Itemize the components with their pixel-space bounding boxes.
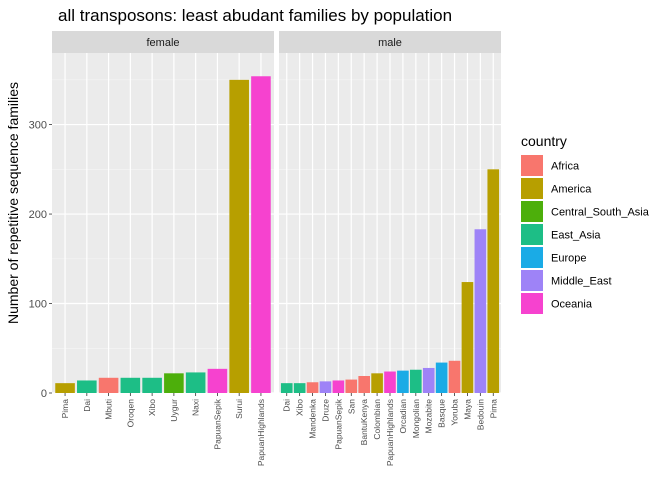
bar-Oroqen [120, 377, 141, 393]
x-tick-label: PapuanHighlands [385, 399, 395, 466]
x-tick-label: Pima [60, 399, 70, 419]
legend-title: country [521, 133, 567, 149]
legend-label-Africa: Africa [551, 161, 580, 173]
bar-Dai [280, 383, 293, 393]
y-tick-label: 300 [29, 120, 47, 132]
x-tick-label: Naxi [191, 399, 201, 416]
legend-key-East_Asia [521, 224, 543, 245]
x-tick-label: BantuKenya [359, 399, 369, 446]
bar-PapuanHighlands [251, 76, 271, 394]
y-tick-label: 100 [29, 299, 47, 311]
bar-Basque [435, 362, 448, 393]
bar-San [345, 379, 358, 393]
legend-key-Europe [521, 247, 543, 268]
legend-key-Middle_East [521, 270, 543, 291]
bar-PapuanSepik [207, 368, 228, 393]
bar-Dai [77, 380, 97, 393]
x-tick-label: PapuanHighlands [256, 399, 266, 466]
y-tick-label: 0 [41, 388, 47, 400]
x-tick-label: Mbuti [104, 399, 114, 420]
x-tick-label: PapuanSepik [333, 398, 343, 449]
x-tick-label: Mongolian [411, 399, 421, 438]
strip-label-male: male [378, 37, 402, 49]
x-tick-label: Xibo [295, 399, 305, 416]
x-tick-label: Dai [82, 399, 92, 412]
bar-Mandenka [306, 382, 319, 393]
x-tick-label: Pima [488, 399, 498, 419]
x-tick-label: Oroqen [125, 399, 135, 428]
legend-key-America [521, 178, 543, 199]
x-tick-label: Bedouin [475, 399, 485, 430]
legend-label-East_Asia: East_Asia [551, 230, 601, 242]
x-tick-label: Dai [282, 399, 292, 412]
bar-Bedouin [474, 229, 487, 393]
bar-Surui [229, 79, 249, 393]
bar-Xibo [142, 377, 162, 393]
bar-Yoruba [448, 360, 461, 393]
bar-Mongolian [410, 369, 422, 393]
strip-label-female: female [146, 37, 179, 49]
bar-Druze [319, 381, 332, 393]
x-tick-label: San [346, 399, 356, 414]
legend-label-Middle_East: Middle_East [551, 276, 612, 288]
x-tick-label: Orcadian [398, 399, 408, 434]
x-tick-label: Colombian [372, 399, 382, 440]
legend-key-Central_South_Asia [521, 201, 543, 222]
bar-Orcadian [397, 370, 409, 393]
bar-Maya [461, 282, 474, 393]
legend-label-Oceania: Oceania [551, 299, 593, 311]
x-tick-label: Uygur [169, 399, 179, 422]
bar-Pima [487, 169, 500, 393]
x-tick-label: Surui [234, 399, 244, 419]
legend-key-Africa [521, 155, 543, 176]
x-tick-label: Maya [462, 399, 472, 420]
bar-PapuanHighlands [384, 371, 396, 393]
x-tick-label: Mandenka [308, 399, 318, 439]
y-axis-title: Number of repetitive sequence families [5, 82, 21, 324]
chart-title: all transposons: least abudant families … [58, 6, 452, 25]
strip-background [279, 31, 501, 53]
strip-background [52, 31, 274, 53]
legend-label-Europe: Europe [551, 253, 586, 265]
x-tick-label: Basque [437, 399, 447, 428]
panel-female: female Pima Dai Mbuti Oroqen Xibo Uygur Naxi Pap… [29, 31, 274, 466]
bar-Mozabite [422, 367, 435, 393]
legend-label-America: America [551, 184, 592, 196]
legend-key-Oceania [521, 293, 543, 314]
y-tick-label: 200 [29, 209, 47, 221]
bar-Pima [55, 383, 75, 393]
x-tick-label: Mozabite [424, 399, 434, 434]
legend: country Africa America Central_South_Asia E… [521, 133, 650, 314]
x-tick-label: PapuanSepik [212, 398, 222, 449]
bar-BantuKenya [358, 376, 370, 393]
bar-Mbuti [98, 377, 119, 393]
x-tick-label: Yoruba [450, 399, 460, 426]
bar-Naxi [185, 372, 206, 393]
x-tick-label: Druze [320, 399, 330, 422]
x-tick-label: Xibo [147, 399, 157, 416]
bar-Xibo [293, 383, 306, 393]
legend-label-Central_South_Asia: Central_South_Asia [551, 207, 650, 219]
bar-Uygur [164, 373, 184, 393]
facet-panels: female Pima Dai Mbuti Oroqen Xibo Uygur Naxi Pap… [29, 31, 501, 466]
bar-PapuanSepik [332, 380, 345, 393]
bar-Colombian [371, 373, 383, 393]
